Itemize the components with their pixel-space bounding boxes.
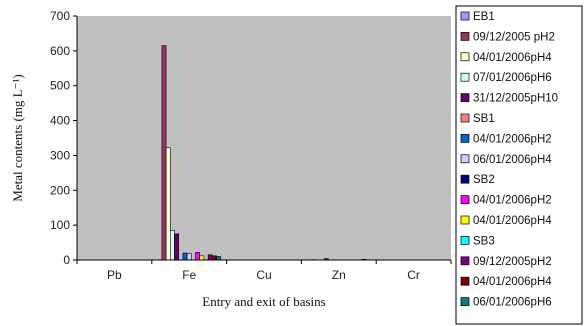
legend-swatch [460,174,470,184]
y-tick-label: 0 [63,253,70,267]
legend-label: EB1 [473,11,495,23]
legend-label: 04/01/2006pH4 [473,52,552,64]
legend-label: 31/12/2005pH10 [473,93,558,105]
bar [182,252,188,261]
legend-swatch [460,215,470,225]
bar-group [161,45,367,261]
y-tick-label: 400 [50,114,70,128]
legend-label: 04/01/2006pH4 [473,276,552,288]
legend-label: 04/01/2006pH2 [473,195,552,207]
x-tick-label: Cu [256,268,271,282]
x-tick-label: Pb [107,268,122,282]
y-axis-ticks: 0 100 200 300 400 500 600 700 [50,9,77,267]
legend-label: SB1 [473,113,495,125]
x-tick-label: Zn [332,268,346,282]
legend-swatch [460,256,470,266]
legend-swatch [460,154,470,164]
legend-swatch [460,32,470,41]
bar [212,255,217,261]
legend-swatch [460,113,470,123]
legend-box [455,5,583,325]
legend-label: SB3 [473,235,495,247]
y-tick-label: 100 [50,218,70,232]
plot-area [77,16,451,260]
legend-swatch [460,11,470,21]
bar [174,233,179,261]
y-tick-label: 700 [50,9,70,23]
x-tick-label: Fe [182,268,196,282]
legend-label: 07/01/2006pH6 [473,72,552,84]
bar [207,254,213,261]
bar [195,252,200,261]
legend-swatch [460,93,470,102]
bar [161,45,167,261]
legend-swatch [460,236,470,245]
legend-swatch [460,52,470,62]
legend: EB1 09/12/2005 pH2 04/01/2006pH4 07/01/2006… [460,11,558,309]
legend-label: 06/01/2006pH6 [473,297,552,309]
legend-swatch [460,72,470,82]
legend-swatch [460,134,470,143]
legend-label: 04/01/2006pH4 [473,215,552,227]
legend-label: SB2 [473,174,495,186]
y-axis-title: Metal contents (mg L⁻¹) [10,74,25,201]
x-tick-label: Cr [407,268,420,282]
legend-label: 09/12/2005 pH2 [473,31,555,43]
legend-swatch [460,276,470,286]
bar [199,255,205,261]
bar [216,256,221,261]
y-tick-label: 200 [50,183,70,197]
legend-swatch [460,297,470,306]
x-axis-title: Entry and exit of basins [202,294,325,309]
x-axis-ticks: Pb Fe Cu Zn Cr [76,260,452,282]
legend-label: 09/12/2005pH2 [473,256,552,268]
bar [165,147,171,261]
y-tick-label: 500 [50,79,70,93]
y-tick-label: 600 [50,44,70,58]
legend-label: 04/01/2006pH2 [473,133,552,145]
bar [170,230,175,261]
legend-swatch [460,195,470,204]
y-tick-label: 300 [50,148,70,162]
bar [186,253,192,261]
legend-label: 06/01/2006pH4 [473,154,552,166]
